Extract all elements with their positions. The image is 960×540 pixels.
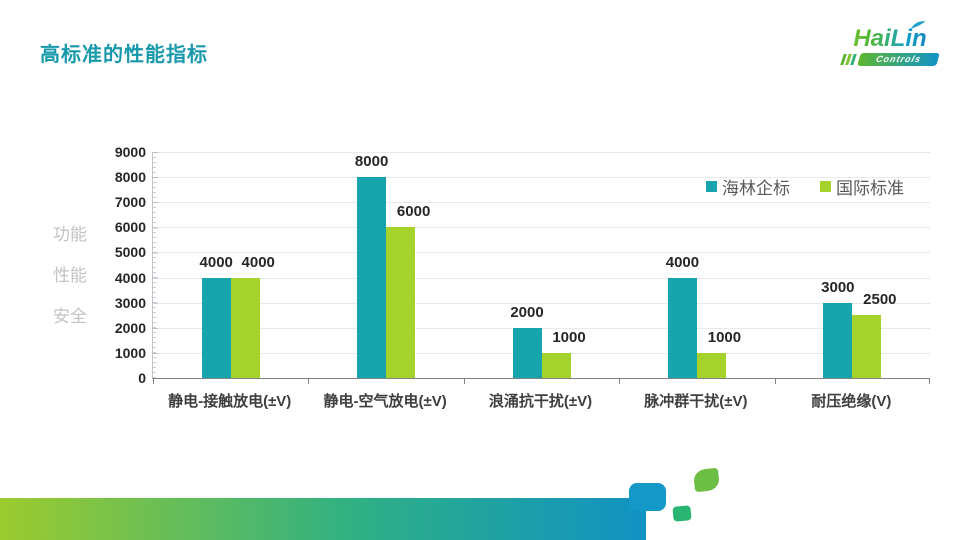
x-axis-tick bbox=[308, 378, 310, 384]
x-axis-tick bbox=[153, 378, 154, 384]
chart-legend: 海林企标 国际标准 bbox=[706, 174, 904, 199]
bar-groups: 4000 4000 8000 6000 2000 1000 4000 1000 3000 2500 bbox=[153, 152, 930, 378]
leaf-accent-icon bbox=[911, 21, 926, 29]
x-axis-category-labels: 静电-接触放电(±V) 静电-空气放电(±V) 浪涌抗干扰(±V) 脉冲群干扰(±V)… bbox=[152, 390, 929, 411]
legend-swatch bbox=[820, 181, 831, 192]
ytick-label: 9000 bbox=[114, 144, 146, 160]
logo-wordmark: HaiLin bbox=[842, 27, 938, 51]
y-axis-tick-labels: 9000 8000 7000 6000 5000 4000 3000 2000 1000 0 bbox=[86, 144, 146, 386]
deco-seagreen-square bbox=[672, 505, 692, 522]
category-label: 浪涌抗干扰(±V) bbox=[488, 393, 593, 410]
hailin-logo: HaiLin Controls bbox=[840, 21, 940, 66]
ytick-label: 8000 bbox=[114, 169, 146, 186]
bar-segment: 3000 bbox=[821, 279, 855, 378]
bar-value-label: 6000 bbox=[396, 203, 431, 221]
bar-segment: 2500 bbox=[852, 291, 897, 378]
bar-group: 4000 1000 bbox=[619, 152, 774, 378]
bar-segment: 4000 bbox=[666, 254, 699, 378]
y-axis-major-ticks bbox=[153, 152, 158, 378]
bar-value-label: 2500 bbox=[863, 291, 897, 309]
bar-value-label: 4000 bbox=[665, 253, 700, 271]
ytick-label: 7000 bbox=[114, 194, 146, 211]
bar-segment: 4000 bbox=[200, 254, 233, 378]
ytick-label: 5000 bbox=[114, 244, 146, 261]
category-label: 耐压绝缘(V) bbox=[811, 393, 892, 410]
ytick-label: 0 bbox=[138, 370, 146, 386]
ytick-label: 6000 bbox=[114, 219, 146, 236]
ytick-label: 3000 bbox=[114, 294, 146, 311]
deco-blue-square bbox=[629, 483, 666, 511]
gridline bbox=[153, 278, 930, 279]
bar-group: 3000 2500 bbox=[775, 152, 930, 378]
plot-area: 4000 4000 8000 6000 2000 1000 4000 1000 3000 2500… bbox=[152, 152, 930, 384]
bar-value-label: 4000 bbox=[241, 253, 275, 271]
x-axis-tick bbox=[463, 378, 465, 384]
footer-gradient-bar bbox=[0, 498, 646, 540]
bar-value-label: 8000 bbox=[354, 153, 389, 171]
legend-swatch bbox=[706, 181, 717, 192]
bar-value-label: 2000 bbox=[510, 303, 544, 321]
bar-value-label: 4000 bbox=[199, 253, 233, 271]
y-axis-title-line: 功能 bbox=[53, 225, 87, 244]
bar-value-label: 1000 bbox=[552, 328, 586, 346]
bar-segment: 1000 bbox=[696, 329, 741, 378]
ytick-label: 4000 bbox=[114, 269, 146, 286]
bar-value-label: 1000 bbox=[707, 328, 742, 346]
ytick-label: 2000 bbox=[114, 319, 146, 336]
category-label: 静电-空气放电(±V) bbox=[323, 393, 447, 410]
legend-item: 国际标准 bbox=[820, 174, 904, 199]
bar-group: 8000 6000 bbox=[308, 152, 463, 378]
bar-group: 2000 1000 bbox=[464, 152, 619, 378]
bar-value-label: 3000 bbox=[821, 278, 855, 296]
y-axis-title: 功能 性能 安全 bbox=[53, 220, 87, 343]
page-title: 高标准的性能指标 bbox=[40, 44, 208, 66]
gridline bbox=[153, 303, 930, 304]
logo-subtitle: Controls bbox=[857, 53, 940, 66]
gridline bbox=[153, 202, 930, 203]
bar-segment: 6000 bbox=[386, 203, 430, 378]
bar-segment: 2000 bbox=[510, 304, 544, 378]
y-axis-title-line: 安全 bbox=[53, 307, 87, 326]
category-label: 静电-接触放电(±V) bbox=[168, 393, 292, 410]
bar-segment: 1000 bbox=[541, 329, 586, 378]
gridline bbox=[153, 177, 930, 178]
gridline bbox=[153, 152, 930, 153]
legend-label: 海林企标 bbox=[722, 179, 790, 198]
legend-item: 海林企标 bbox=[706, 174, 790, 199]
bar-group: 4000 4000 bbox=[153, 152, 308, 378]
bar-segment: 8000 bbox=[355, 153, 388, 378]
x-axis-tick bbox=[774, 378, 776, 384]
gridline bbox=[153, 227, 930, 228]
legend-label: 国际标准 bbox=[836, 179, 904, 198]
y-axis-title-line: 性能 bbox=[53, 266, 87, 285]
bar-segment: 4000 bbox=[230, 254, 275, 378]
ytick-label: 1000 bbox=[114, 344, 146, 361]
x-axis-tick bbox=[619, 378, 621, 384]
deco-green-square bbox=[692, 467, 721, 493]
category-label: 脉冲群干扰(±V) bbox=[644, 393, 748, 410]
gridline bbox=[153, 252, 930, 253]
logo-subtitle-row: Controls bbox=[840, 53, 940, 66]
x-axis-tick bbox=[929, 378, 930, 384]
